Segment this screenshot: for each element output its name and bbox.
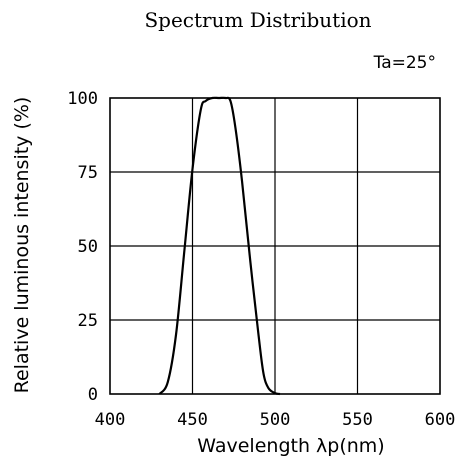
x-tick-label: 500 (260, 410, 291, 430)
x-tick-label: 450 (177, 410, 208, 430)
y-tick-label: 75 (78, 163, 98, 183)
y-tick-label: 100 (67, 89, 98, 109)
x-tick-label: 550 (342, 410, 373, 430)
tick-labels: 400 450 500 550 600 0 25 50 75 100 (67, 89, 455, 430)
y-axis-label: Relative luminous intensity (%) (11, 97, 33, 394)
y-tick-label: 0 (88, 385, 98, 405)
y-tick-label: 25 (78, 311, 98, 331)
spectrum-curve (158, 96, 281, 396)
x-tick-label: 400 (95, 410, 126, 430)
chart-title: Spectrum Distribution (144, 8, 371, 32)
x-axis-label: Wavelength λp(nm) (197, 435, 384, 457)
y-tick-label: 50 (78, 237, 98, 257)
temperature-annotation: Ta=25° (373, 53, 436, 73)
grid-lines (110, 98, 440, 394)
x-tick-label: 600 (425, 410, 456, 430)
